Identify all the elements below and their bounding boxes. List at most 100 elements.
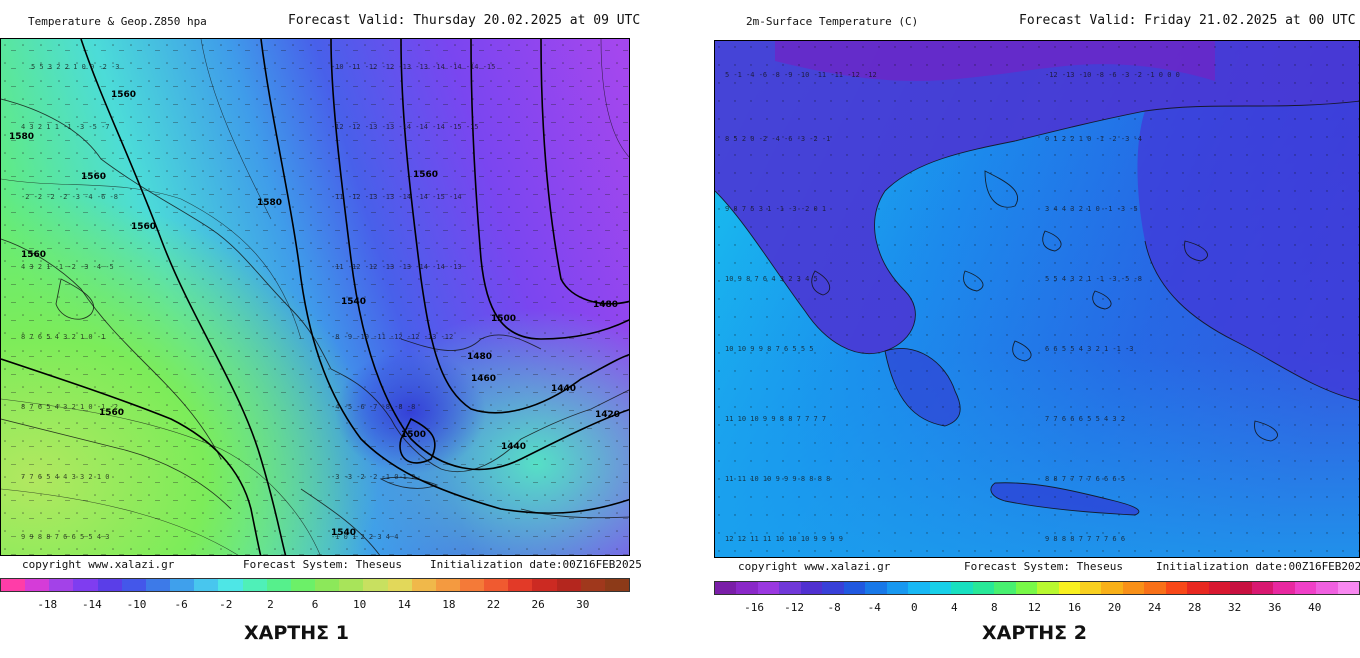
colorbar-swatch [532,579,557,591]
colorbar-swatch [865,582,887,594]
map1-colorbar-ticks: -18 -14 -10 -6 -2 2 6 10 14 18 22 26 30 [0,598,630,612]
colorbar-swatch [459,579,485,591]
map1-temperature-geopotential-map: 5 5 3 2 2 1 0 0 -2 -3 -10 -11 -12 -12 -1… [0,38,630,556]
colorbar-swatch [194,579,219,591]
svg-text:-1 0 1 2 2 3 4 4: -1 0 1 2 2 3 4 4 [331,533,398,541]
contour-label: 1420 [595,410,620,420]
colorbar-swatch [315,579,340,591]
map1-forecast-system: Forecast System: Theseus [243,558,402,571]
colorbar-swatch [266,579,291,591]
colorbar-swatch [972,582,995,594]
map1-title: Temperature & Geop.Z850 hpa [28,15,207,28]
colorbar-swatch [715,582,737,594]
map2-colorbar-ticks: -16 -12 -8 -4 0 4 8 12 16 20 24 28 32 36 40 [714,601,1360,615]
map2-surface-temperature-map: 5 -1 -4 -6 -8 -9 -10 -11 -11 -12 -12 -12… [714,40,1360,558]
svg-text:-4 -5 -6 -7 -8 -8 -8: -4 -5 -6 -7 -8 -8 -8 [331,403,415,411]
svg-text:5 5 3 2 2 1 0 0 -2 -3: 5 5 3 2 2 1 0 0 -2 -3 [31,63,120,71]
colorbar-swatch [1122,582,1145,594]
colorbar-tick-label: -2 [219,598,233,611]
colorbar-tick-label: 20 [1107,601,1122,614]
colorbar-swatch [929,582,952,594]
svg-text:8 7 6 5 4 3 2 1 0 -1 -2: 8 7 6 5 4 3 2 1 0 -1 -2 [21,403,118,411]
svg-text:0 1 2 2 1 0 -1 -2 -3 -4: 0 1 2 2 1 0 -1 -2 -3 -4 [1045,135,1142,143]
colorbar-tick-label: 22 [486,598,501,611]
svg-text:9 9 8 8 7 6 6 5 5 4 3: 9 9 8 8 7 6 6 5 5 4 3 [21,533,110,541]
colorbar-swatch [484,579,509,591]
contour-label: 1480 [593,300,618,310]
colorbar-swatch [387,579,412,591]
colorbar-swatch [886,582,909,594]
svg-text:-3 -3 -2 -2 -1 0 1 2: -3 -3 -2 -2 -1 0 1 2 [331,473,415,481]
contour-label: 1580 [257,198,282,208]
colorbar-swatch [800,582,823,594]
contour-label: 1480 [467,352,492,362]
colorbar-swatch [1,579,26,591]
svg-text:11 11 10 10 9 9 9 8 8 8 8: 11 11 10 10 9 9 9 8 8 8 8 [725,475,830,483]
colorbar-swatch [822,582,844,594]
svg-text:10 10 9 9 8 7 6 5 5 5: 10 10 9 9 8 7 6 5 5 5 [725,345,814,353]
colorbar-swatch [1144,582,1166,594]
colorbar-tick-label: 24 [1147,601,1162,614]
colorbar-swatch [1079,582,1102,594]
svg-text:9 8 7 5 3 1 -1 -3 -2 0 1: 9 8 7 5 3 1 -1 -3 -2 0 1 [725,205,826,213]
colorbar-swatch [363,579,388,591]
contour-label: 1500 [491,314,516,324]
svg-text:4 3 2 1 1 -1 -3 -5 -7: 4 3 2 1 1 -1 -3 -5 -7 [21,123,110,131]
contour-label: 1540 [331,528,356,538]
colorbar-swatch [1230,582,1252,594]
colorbar-tick-label: -10 [126,598,147,611]
colorbar-tick-label: -14 [81,598,102,611]
contour-label: 1560 [21,250,46,260]
svg-text:4 3 2 1 -1 -2 -3 -4 -5: 4 3 2 1 -1 -2 -3 -4 -5 [21,263,114,271]
colorbar-swatch [49,579,74,591]
colorbar-swatch [604,579,630,591]
colorbar-tick-label: 26 [531,598,545,611]
map1-colorbar [0,578,630,592]
colorbar-swatch [1294,582,1317,594]
colorbar-tick-label: 40 [1308,601,1322,614]
colorbar-swatch [1037,582,1059,594]
colorbar-swatch [170,579,195,591]
contour-label: 1540 [341,297,366,307]
svg-text:11 10 10 9 9 8 8 7 7 7 7: 11 10 10 9 9 8 8 7 7 7 7 [725,415,826,423]
svg-text:5 -1 -4 -6 -8 -9 -10 -11 -11 -: 5 -1 -4 -6 -8 -9 -10 -11 -11 -12 -12 [725,71,877,79]
colorbar-swatch [1208,582,1231,594]
colorbar-tick-label: 14 [397,598,411,611]
map2-initialization: Initialization date:00Z16FEB2025 [1156,560,1360,573]
colorbar-tick-label: 16 [1067,601,1082,614]
contour-label: 1560 [111,90,136,100]
svg-text:8 8 7 7 7 7 6 6 6 5: 8 8 7 7 7 7 6 6 6 5 [1045,475,1125,483]
svg-text:7 7 6 6 6 5 5 4 3 2: 7 7 6 6 6 5 5 4 3 2 [1045,415,1125,423]
map1-forecast-valid: Forecast Valid: Thursday 20.02.2025 at 0… [288,13,641,28]
colorbar-tick-label: -8 [827,601,841,614]
colorbar-tick-label: 12 [1027,601,1042,614]
colorbar-swatch [994,582,1016,594]
svg-text:-11 -12 -13 -13 -14 -14 -15 -1: -11 -12 -13 -13 -14 -14 -15 -14 [331,193,462,201]
contour-label: 1440 [501,442,526,452]
contour-label: 1500 [401,430,426,440]
contour-label: 1560 [413,170,438,180]
map1-caption: ΧΑΡΤΗΣ 1 [244,622,349,644]
svg-text:-10 -11 -12 -12 -13 -13 -14 -1: -10 -11 -12 -12 -13 -13 -14 -14 -14 -15 [331,63,495,71]
colorbar-swatch [951,582,973,594]
svg-text:3 4 4 3 2 1 0 -1 -3 -5: 3 4 4 3 2 1 0 -1 -3 -5 [1045,205,1138,213]
colorbar-swatch [242,579,267,591]
colorbar-tick-label: -18 [37,598,58,611]
colorbar-swatch [339,579,364,591]
colorbar-swatch [736,582,758,594]
map2-copyright: copyright www.xalazi.gr [738,560,891,573]
colorbar-swatch [73,579,98,591]
colorbar-swatch [1058,582,1080,594]
colorbar-swatch [1316,582,1338,594]
map2-colorbar [714,581,1360,595]
colorbar-swatch [121,579,146,591]
colorbar-swatch [218,579,243,591]
colorbar-tick-label: 6 [311,598,319,611]
svg-text:-12 -13 -10 -8 -6 -3 -2 -1 0 0: -12 -13 -10 -8 -6 -3 -2 -1 0 0 0 [1045,71,1180,79]
contour-label: 1560 [81,172,106,182]
colorbar-tick-label: 30 [576,598,590,611]
svg-text:9 8 8 8 7 7 7 7 6 6: 9 8 8 8 7 7 7 7 6 6 [1045,535,1125,543]
colorbar-swatch [843,582,866,594]
colorbar-swatch [580,579,605,591]
colorbar-swatch [435,579,460,591]
